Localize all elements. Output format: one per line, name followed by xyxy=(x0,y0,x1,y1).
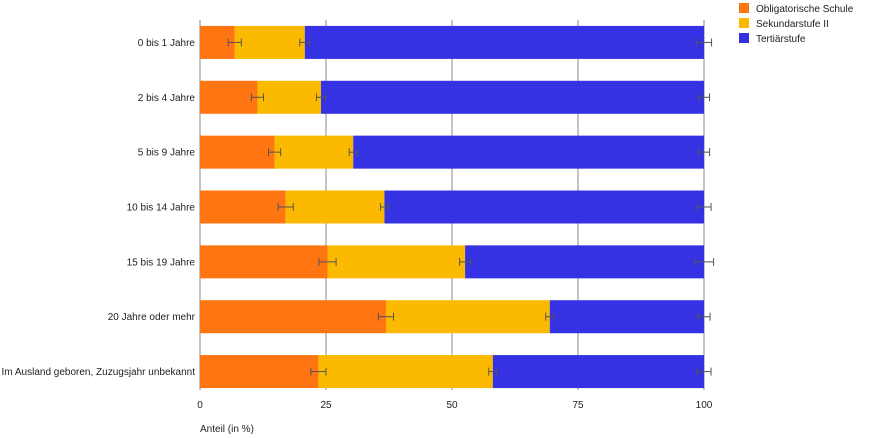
axis-layer: 0 25 50 75 100 0 bis 1 Jahre 2 bis 4 Jahre 5 bi… xyxy=(2,38,713,411)
legend-label-terti-rstufe: Tertiärstufe xyxy=(756,34,806,45)
bar-terti-rstufe-10-bis-14-jahre xyxy=(384,190,704,224)
x-tick-label-0: 0 xyxy=(197,400,203,411)
error-bar-terti-rstufe-2-bis-4-jahre xyxy=(697,93,711,102)
bar-terti-rstufe-0-bis-1-jahre xyxy=(304,25,704,59)
bar-sekundarstufe-ii-10-bis-14-jahre xyxy=(285,190,385,224)
bar-obligatorische-schule-10-bis-14-jahre xyxy=(200,190,286,224)
bar-sekundarstufe-ii-im-ausland-geboren-zuzugsjahr-unbekannt xyxy=(318,355,493,389)
bar-sekundarstufe-ii-5-bis-9-jahre xyxy=(274,135,354,169)
error-bar-terti-rstufe-20-jahre-oder-mehr xyxy=(697,312,711,321)
error-bar-terti-rstufe-15-bis-19-jahre xyxy=(693,257,715,266)
error-bar-obligatorische-schule-15-bis-19-jahre xyxy=(318,257,337,266)
bar-terti-rstufe-15-bis-19-jahre xyxy=(465,245,704,279)
bar-layer xyxy=(200,25,704,389)
bar-sekundarstufe-ii-15-bis-19-jahre xyxy=(327,245,466,279)
bar-terti-rstufe-20-jahre-oder-mehr xyxy=(549,300,704,334)
bar-obligatorische-schule-5-bis-9-jahre xyxy=(200,135,275,169)
bar-obligatorische-schule-20-jahre-oder-mehr xyxy=(200,300,386,334)
y-tick-label-im-ausland-geboren-zuzugsjahr-unbekannt: Im Ausland geboren, Zuzugsjahr unbekannt xyxy=(2,367,196,378)
legend-item-obligatorische-schule: Obligatorische Schule xyxy=(739,3,854,15)
error-bar-sekundarstufe-ii-15-bis-19-jahre xyxy=(459,257,472,266)
legend-swatch-obligatorische-schule xyxy=(739,3,749,13)
bar-terti-rstufe-5-bis-9-jahre xyxy=(353,135,704,169)
error-bar-obligatorische-schule-5-bis-9-jahre xyxy=(268,148,282,157)
bar-terti-rstufe-2-bis-4-jahre xyxy=(320,80,704,114)
error-bar-terti-rstufe-0-bis-1-jahre xyxy=(695,38,713,47)
y-tick-label-15-bis-19-jahre: 15 bis 19 Jahre xyxy=(127,257,196,268)
error-bar-sekundarstufe-ii-10-bis-14-jahre xyxy=(379,203,389,211)
bar-obligatorische-schule-15-bis-19-jahre xyxy=(200,245,328,279)
x-axis-title: Anteil (in %) xyxy=(200,424,254,435)
bar-obligatorische-schule-im-ausland-geboren-zuzugsjahr-unbekannt xyxy=(200,355,319,389)
x-tick-label-25: 25 xyxy=(320,400,332,411)
legend-label-sekundarstufe-ii: Sekundarstufe II xyxy=(756,19,829,30)
y-tick-label-2-bis-4-jahre: 2 bis 4 Jahre xyxy=(138,93,196,104)
error-bar-terti-rstufe-10-bis-14-jahre xyxy=(696,203,712,211)
bar-terti-rstufe-im-ausland-geboren-zuzugsjahr-unbekannt xyxy=(492,355,704,389)
legend-swatch-sekundarstufe-ii xyxy=(739,18,749,28)
x-tick-label-50: 50 xyxy=(446,400,458,411)
legend-item-terti-rstufe: Tertiärstufe xyxy=(739,33,806,45)
y-tick-label-20-jahre-oder-mehr: 20 Jahre oder mehr xyxy=(108,312,196,323)
y-tick-label-0-bis-1-jahre: 0 bis 1 Jahre xyxy=(138,38,196,49)
error-bar-sekundarstufe-ii-im-ausland-geboren-zuzugsjahr-unbekannt xyxy=(488,367,498,376)
error-bar-sekundarstufe-ii-20-jahre-oder-mehr xyxy=(545,312,555,321)
y-tick-label-10-bis-14-jahre: 10 bis 14 Jahre xyxy=(127,203,196,214)
y-tick-label-5-bis-9-jahre: 5 bis 9 Jahre xyxy=(138,148,196,159)
legend: Obligatorische Schule Sekundarstufe II Ter… xyxy=(739,3,854,45)
bar-obligatorische-schule-2-bis-4-jahre xyxy=(200,80,258,114)
error-bar-sekundarstufe-ii-2-bis-4-jahre xyxy=(315,93,326,102)
bar-sekundarstufe-ii-20-jahre-oder-mehr xyxy=(385,300,550,334)
legend-item-sekundarstufe-ii: Sekundarstufe II xyxy=(739,18,829,30)
error-bar-layer xyxy=(227,38,715,376)
error-bar-terti-rstufe-5-bis-9-jahre xyxy=(697,148,711,157)
x-tick-label-75: 75 xyxy=(572,400,584,411)
bar-sekundarstufe-ii-0-bis-1-jahre xyxy=(234,25,305,59)
legend-label-obligatorische-schule: Obligatorische Schule xyxy=(756,4,854,15)
bar-sekundarstufe-ii-2-bis-4-jahre xyxy=(257,80,321,114)
error-bar-obligatorische-schule-im-ausland-geboren-zuzugsjahr-unbekannt xyxy=(310,367,327,376)
x-tick-label-100: 100 xyxy=(696,400,713,411)
error-bar-obligatorische-schule-0-bis-1-jahre xyxy=(227,38,242,47)
error-bar-sekundarstufe-ii-0-bis-1-jahre xyxy=(299,38,311,47)
error-bar-obligatorische-schule-20-jahre-oder-mehr xyxy=(377,312,395,321)
error-bar-sekundarstufe-ii-5-bis-9-jahre xyxy=(348,148,358,157)
error-bar-terti-rstufe-im-ausland-geboren-zuzugsjahr-unbekannt xyxy=(696,367,712,376)
error-bar-obligatorische-schule-10-bis-14-jahre xyxy=(277,203,294,211)
legend-swatch-terti-rstufe xyxy=(739,33,749,43)
error-bar-obligatorische-schule-2-bis-4-jahre xyxy=(250,93,265,102)
